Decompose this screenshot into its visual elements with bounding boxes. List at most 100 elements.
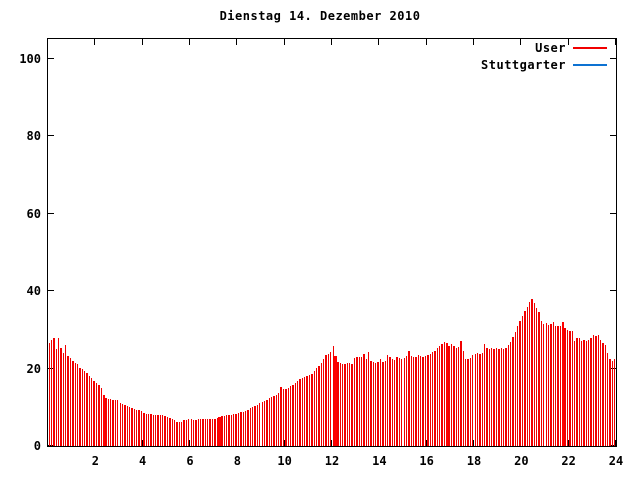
y-tick xyxy=(48,58,54,60)
data-bar xyxy=(256,405,259,446)
chart-title: Dienstag 14. Dezember 2010 xyxy=(219,9,421,23)
data-bar xyxy=(408,351,410,446)
data-bar xyxy=(192,419,195,446)
data-bar xyxy=(190,419,192,446)
data-bar xyxy=(507,345,509,446)
x-tick xyxy=(94,440,96,446)
data-bar xyxy=(561,321,564,446)
data-bar xyxy=(505,347,507,446)
data-bar xyxy=(363,353,365,446)
data-bar xyxy=(308,374,311,446)
data-bar xyxy=(332,346,334,446)
data-bar xyxy=(270,397,273,446)
data-bar xyxy=(275,394,278,446)
data-bar xyxy=(318,365,320,446)
data-bar xyxy=(597,334,599,446)
data-bar xyxy=(538,312,540,446)
data-bar xyxy=(377,362,379,446)
data-bar xyxy=(571,331,573,446)
data-bar xyxy=(519,320,521,446)
data-bar xyxy=(237,413,240,446)
data-bar xyxy=(434,350,436,446)
data-bar xyxy=(448,345,450,446)
data-bar xyxy=(391,358,394,446)
data-bar xyxy=(297,381,299,446)
data-bar xyxy=(512,336,514,446)
data-bar xyxy=(510,341,512,446)
data-bar xyxy=(230,414,233,446)
data-bar xyxy=(358,356,360,446)
x-tick-label: 8 xyxy=(233,454,241,468)
data-bar xyxy=(119,402,121,446)
data-bar xyxy=(337,361,339,446)
data-bar xyxy=(60,347,62,446)
legend-line-sample xyxy=(573,63,607,66)
data-bar xyxy=(495,348,498,446)
data-bar xyxy=(202,418,204,446)
data-bar xyxy=(138,410,140,446)
data-bar xyxy=(247,409,249,446)
x-tick xyxy=(567,440,569,446)
data-bar xyxy=(171,418,173,446)
data-bar xyxy=(476,353,479,446)
data-bar xyxy=(216,418,218,446)
x-tick xyxy=(520,440,522,446)
y-tick-label: 0 xyxy=(33,439,41,453)
data-bar xyxy=(273,396,275,446)
data-bar xyxy=(607,352,609,446)
data-bar xyxy=(233,414,235,446)
data-bar xyxy=(140,411,143,446)
data-bar xyxy=(55,349,57,446)
legend-line-sample xyxy=(573,46,607,49)
data-bar xyxy=(396,356,398,446)
x-tick-mirror xyxy=(331,39,332,45)
data-bar xyxy=(67,356,69,446)
data-bar xyxy=(188,419,190,446)
data-bar xyxy=(226,415,228,446)
x-tick-mirror xyxy=(520,39,522,45)
data-bar xyxy=(382,361,384,446)
data-bar xyxy=(110,399,112,446)
data-bar xyxy=(460,340,462,446)
data-bar xyxy=(166,416,169,446)
data-bar xyxy=(72,361,74,446)
data-bar xyxy=(325,354,327,446)
data-bar xyxy=(581,341,583,446)
data-bar xyxy=(483,343,486,446)
data-bar xyxy=(472,355,474,446)
data-bar xyxy=(235,413,237,446)
data-bar xyxy=(422,357,424,446)
x-tick-mirror xyxy=(615,39,616,45)
data-bar xyxy=(199,419,202,446)
x-tick-label: 2 xyxy=(91,454,99,468)
legend-label: User xyxy=(535,40,566,55)
data-bar xyxy=(280,386,282,446)
data-bar xyxy=(107,398,110,446)
x-tick-label: 24 xyxy=(608,454,624,468)
data-bar xyxy=(559,326,562,446)
data-bar xyxy=(84,371,86,446)
x-tick-label: 6 xyxy=(186,454,194,468)
data-bar xyxy=(117,400,119,446)
data-bar xyxy=(498,348,500,446)
data-bar xyxy=(62,352,65,446)
x-tick-label: 14 xyxy=(372,454,387,468)
data-bar xyxy=(420,356,422,446)
x-tick xyxy=(141,440,143,446)
data-bar xyxy=(289,386,292,446)
data-bar xyxy=(155,415,157,446)
data-bar xyxy=(486,347,488,446)
data-bar xyxy=(545,322,547,446)
data-bar xyxy=(339,362,341,446)
data-bar xyxy=(488,348,491,446)
data-bar xyxy=(114,399,117,446)
data-bar xyxy=(268,398,270,446)
data-bar xyxy=(124,405,126,446)
data-bar xyxy=(86,373,88,446)
data-bar xyxy=(183,420,185,446)
x-tick-mirror xyxy=(425,39,427,45)
data-bar xyxy=(469,358,472,446)
data-bar xyxy=(204,419,207,446)
data-bar xyxy=(457,346,460,446)
data-bar xyxy=(417,355,420,446)
